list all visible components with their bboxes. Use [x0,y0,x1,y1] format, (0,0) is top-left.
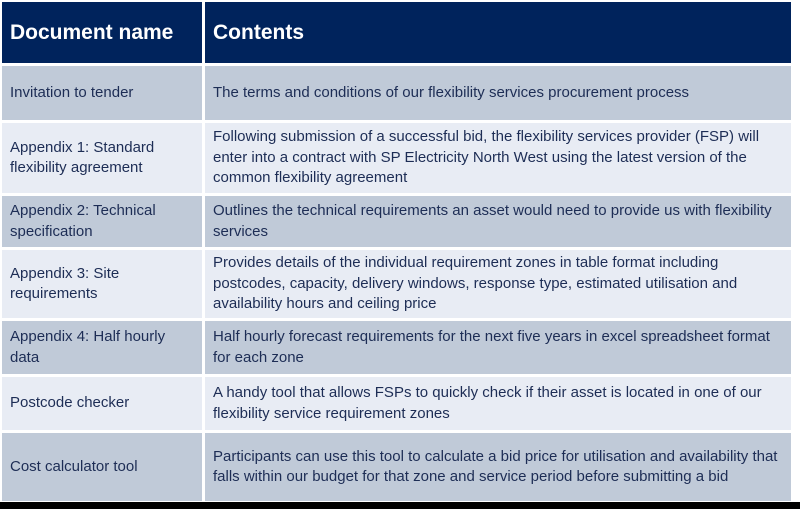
table-row: Cost calculator tool Participants can us… [2,433,791,501]
contents-cell: Outlines the technical requirements an a… [205,196,791,247]
table-row: Appendix 3: Site requirements Provides d… [2,250,791,318]
contents-cell: Following submission of a successful bid… [205,123,791,193]
bottom-edge [0,502,800,509]
document-name-cell: Invitation to tender [2,66,202,120]
contents-cell: A handy tool that allows FSPs to quickly… [205,377,791,430]
document-name-cell: Appendix 3: Site requirements [2,250,202,318]
document-name-cell: Cost calculator tool [2,433,202,501]
document-name-cell: Appendix 1: Standard flexibility agreeme… [2,123,202,193]
table-row: Appendix 1: Standard flexibility agreeme… [2,123,791,193]
header-row: Document name Contents [2,2,791,63]
table-row: Postcode checker A handy tool that allow… [2,377,791,430]
header-contents: Contents [205,2,791,63]
contents-cell: Half hourly forecast requirements for th… [205,321,791,374]
table-row: Appendix 2: Technical specification Outl… [2,196,791,247]
table-row: Invitation to tender The terms and condi… [2,66,791,120]
document-name-cell: Appendix 2: Technical specification [2,196,202,247]
contents-cell: Provides details of the individual requi… [205,250,791,318]
document-name-cell: Postcode checker [2,377,202,430]
contents-cell: Participants can use this tool to calcul… [205,433,791,501]
header-document-name: Document name [2,2,202,63]
document-name-cell: Appendix 4: Half hourly data [2,321,202,374]
contents-cell: The terms and conditions of our flexibil… [205,66,791,120]
table-row: Appendix 4: Half hourly data Half hourly… [2,321,791,374]
